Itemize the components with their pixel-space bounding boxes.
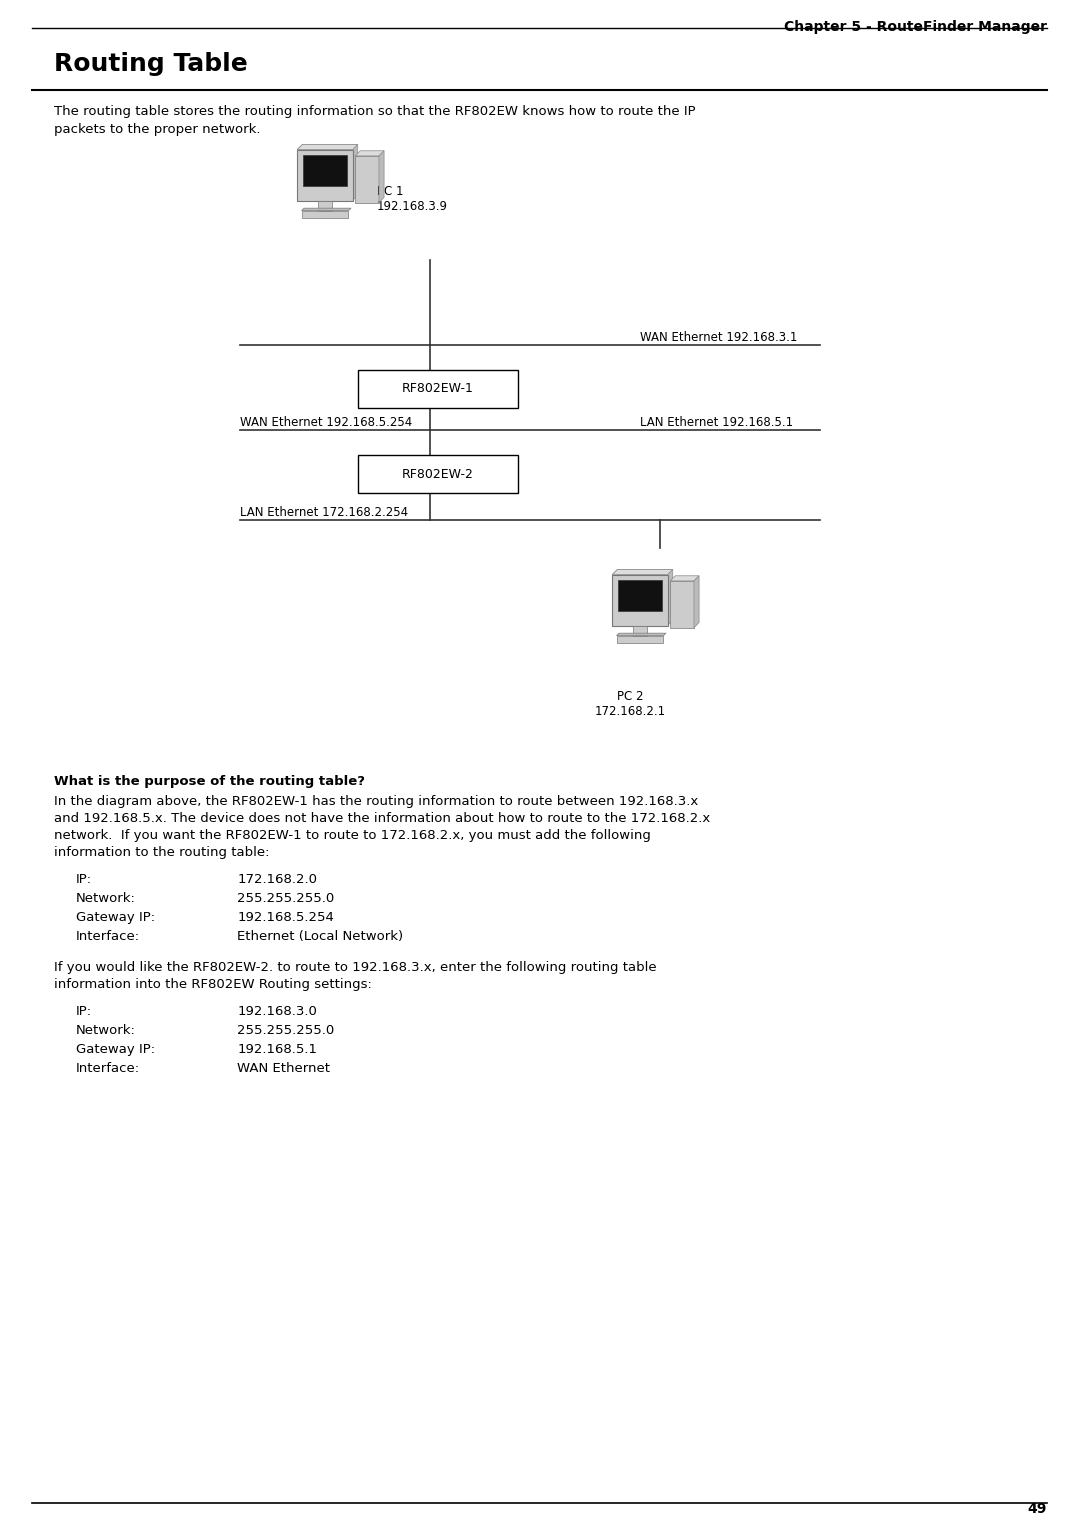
Text: information to the routing table:: information to the routing table: [54,847,270,859]
Polygon shape [633,626,647,635]
Polygon shape [613,574,668,626]
Text: 255.255.255.0: 255.255.255.0 [237,893,334,905]
Bar [358,371,518,407]
Text: Network:: Network: [76,1024,135,1036]
Text: What is the purpose of the routing table?: What is the purpose of the routing table… [54,775,365,788]
Text: 49: 49 [1027,1502,1047,1516]
Polygon shape [298,144,358,201]
Text: packets to the proper network.: packets to the proper network. [54,122,260,136]
Polygon shape [298,144,358,150]
Text: Interface:: Interface: [76,929,139,943]
Polygon shape [355,156,379,202]
Text: Routing Table: Routing Table [54,52,248,77]
Text: Gateway IP:: Gateway IP: [76,1043,154,1056]
Text: 192.168.5.254: 192.168.5.254 [237,911,334,925]
Polygon shape [318,201,332,211]
Text: PC 2: PC 2 [617,690,643,703]
Polygon shape [301,208,351,211]
Text: Network:: Network: [76,893,135,905]
Text: WAN Ethernet: WAN Ethernet [237,1063,330,1075]
Text: LAN Ethernet 192.168.5.1: LAN Ethernet 192.168.5.1 [640,416,793,429]
Text: 192.168.3.9: 192.168.3.9 [377,201,448,213]
Text: 172.168.2.0: 172.168.2.0 [237,873,317,886]
Text: network.  If you want the RF802EW-1 to route to 172.168.2.x, you must add the fo: network. If you want the RF802EW-1 to ro… [54,828,651,842]
Polygon shape [670,576,699,580]
Polygon shape [613,570,672,626]
Bar [358,455,518,493]
Text: RF802EW-1: RF802EW-1 [402,383,474,395]
Text: WAN Ethernet 192.168.5.254: WAN Ethernet 192.168.5.254 [240,416,412,429]
Text: WAN Ethernet 192.168.3.1: WAN Ethernet 192.168.3.1 [640,331,797,344]
Polygon shape [613,570,672,574]
Text: 172.168.2.1: 172.168.2.1 [595,704,666,718]
Polygon shape [301,211,349,219]
Text: PC 1: PC 1 [377,185,404,197]
Text: RF802EW-2: RF802EW-2 [402,467,474,481]
Text: IP:: IP: [76,873,92,886]
Polygon shape [616,635,664,643]
Text: 192.168.5.1: 192.168.5.1 [237,1043,317,1056]
Text: Ethernet (Local Network): Ethernet (Local Network) [237,929,404,943]
Polygon shape [303,156,346,185]
Polygon shape [616,634,666,635]
Polygon shape [379,150,384,202]
Text: and 192.168.5.x. The device does not have the information about how to route to : and 192.168.5.x. The device does not hav… [54,811,710,825]
Text: IP:: IP: [76,1004,92,1018]
Text: 192.168.3.0: 192.168.3.0 [237,1004,317,1018]
Text: In the diagram above, the RF802EW-1 has the routing information to route between: In the diagram above, the RF802EW-1 has … [54,795,698,808]
Text: The routing table stores the routing information so that the RF802EW knows how t: The routing table stores the routing inf… [54,106,696,118]
Polygon shape [355,150,384,156]
Text: If you would like the RF802EW-2. to route to 192.168.3.x, enter the following ro: If you would like the RF802EW-2. to rout… [54,961,657,974]
Text: Gateway IP:: Gateway IP: [76,911,154,925]
Polygon shape [298,150,353,201]
Polygon shape [694,576,699,628]
Text: LAN Ethernet 172.168.2.254: LAN Ethernet 172.168.2.254 [240,507,408,519]
Text: information into the RF802EW Routing settings:: information into the RF802EW Routing set… [54,978,372,991]
Polygon shape [618,580,661,611]
Polygon shape [670,580,694,628]
Text: Interface:: Interface: [76,1063,139,1075]
Text: 255.255.255.0: 255.255.255.0 [237,1024,334,1036]
Text: Chapter 5 - RouteFinder Manager: Chapter 5 - RouteFinder Manager [783,20,1047,34]
